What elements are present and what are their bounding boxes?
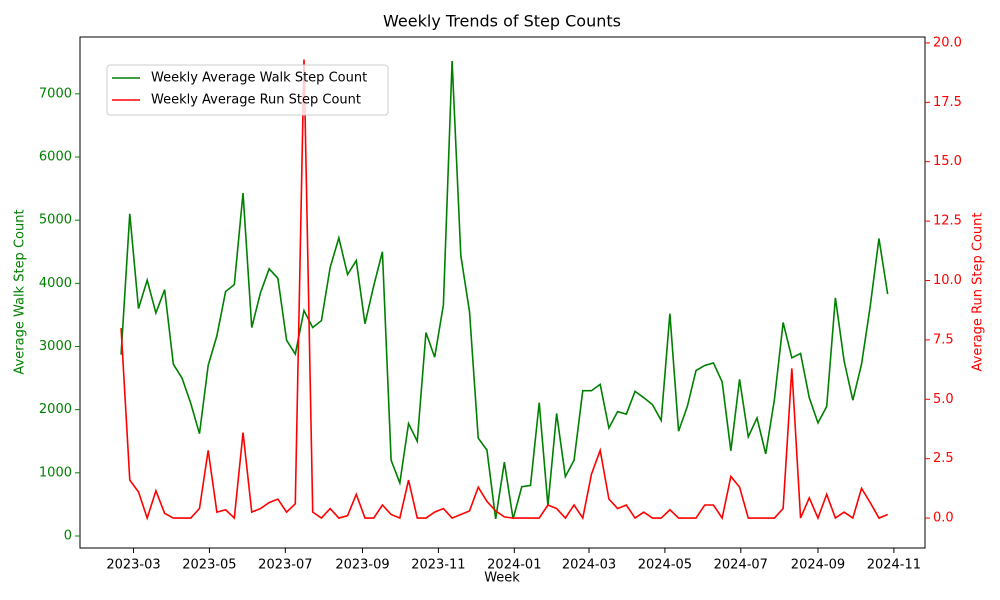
y-tick-label: 6000 — [39, 150, 72, 165]
y-tick-label: 1000 — [39, 465, 72, 480]
x-tick-label: 2024-07 — [714, 558, 768, 573]
x-axis-label: Week — [484, 571, 520, 586]
y2-tick-label: 2.5 — [933, 451, 954, 466]
x-tick-label: 2024-01 — [487, 558, 541, 573]
legend-label: Weekly Average Walk Step Count — [151, 71, 367, 86]
y2-tick-label: 17.5 — [933, 95, 962, 110]
y-tick-label: 0 — [64, 528, 72, 543]
x-tick-label: 2023-03 — [106, 558, 160, 573]
y2-tick-label: 10.0 — [933, 273, 962, 288]
x-tick-label: 2024-05 — [638, 558, 692, 573]
y2-axis-label: Average Run Step Count — [971, 213, 986, 372]
x-tick-label: 2023-05 — [182, 558, 236, 573]
plot-frame — [79, 36, 926, 549]
y2-tick-label: 7.5 — [933, 332, 954, 347]
series-line — [120, 60, 889, 520]
series-line — [120, 59, 888, 521]
y-axis-label: Average Walk Step Count — [13, 209, 28, 374]
y2-tick-label: 12.5 — [933, 214, 962, 229]
y-tick-label: 3000 — [39, 339, 72, 354]
x-tick-label: 2024-11 — [867, 558, 921, 573]
y2-tick-label: 0.0 — [933, 511, 954, 526]
y2-tick-label: 20.0 — [933, 35, 962, 50]
y-tick-label: 7000 — [39, 86, 72, 101]
x-tick-label: 2024-03 — [562, 558, 616, 573]
y-tick-label: 4000 — [39, 276, 72, 291]
x-tick-label: 2024-09 — [791, 558, 845, 573]
y2-tick-label: 5.0 — [933, 392, 954, 407]
x-tick-label: 2023-09 — [335, 558, 389, 573]
legend-box — [106, 64, 389, 116]
legend: Weekly Average Walk Step Count Weekly Ave… — [106, 64, 389, 116]
legend-label: Weekly Average Run Step Count — [151, 93, 361, 108]
y-tick-label: 5000 — [39, 213, 72, 228]
x-tick-label: 2023-07 — [258, 558, 312, 573]
x-tick-label: 2023-11 — [411, 558, 465, 573]
y-tick-label: 2000 — [39, 402, 72, 417]
y2-tick-label: 15.0 — [933, 154, 962, 169]
plot-area — [120, 59, 889, 521]
chart-title: Weekly Trends of Step Counts — [383, 12, 621, 31]
